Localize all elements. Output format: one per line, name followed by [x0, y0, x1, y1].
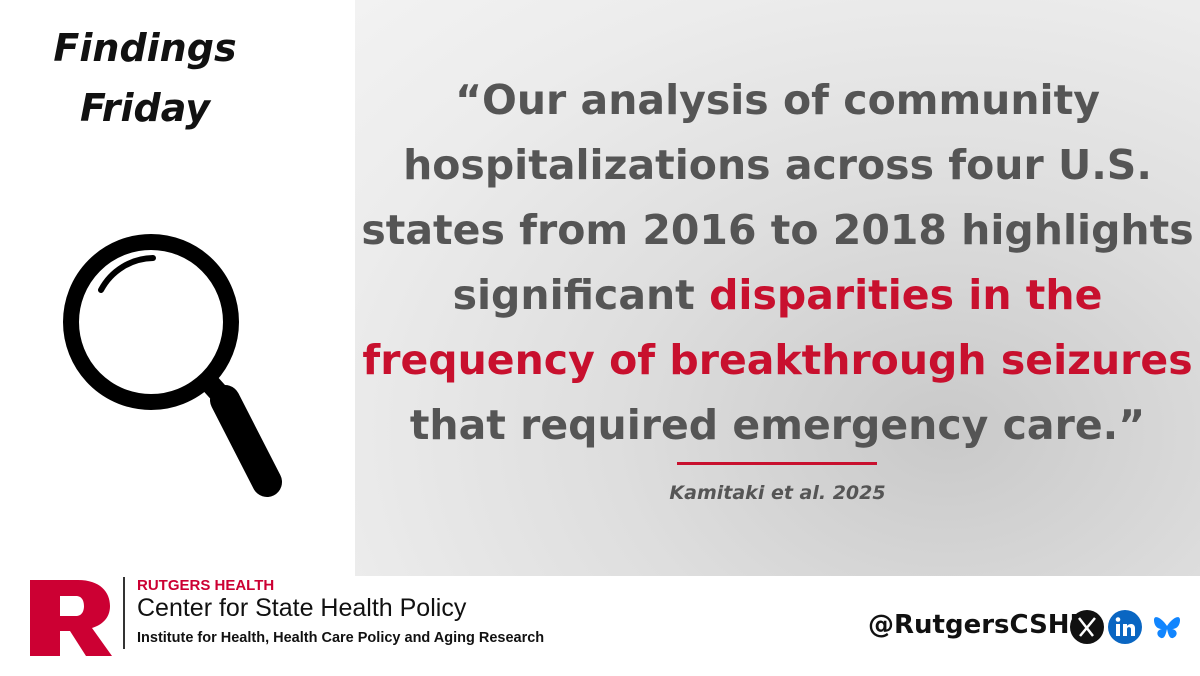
quote-segment: hospitalizations across four U.S. — [403, 141, 1152, 189]
rutgers-logo — [30, 580, 112, 656]
quote-line: significant disparities in the — [355, 263, 1200, 328]
quote: “Our analysis of community hospitalizatio… — [355, 68, 1200, 458]
social-icons — [1070, 610, 1180, 644]
magnifier-icon — [63, 234, 282, 497]
quote-segment: “Our analysis of community — [455, 76, 1100, 124]
quote-segment: states from 2016 to 2018 highlights — [361, 206, 1194, 254]
org-top: RUTGERS HEALTH — [137, 577, 275, 594]
quote-panel: “Our analysis of community hospitalizatio… — [355, 0, 1200, 576]
quote-line: states from 2016 to 2018 highlights — [355, 198, 1200, 263]
quote-line: frequency of breakthrough seizures — [355, 328, 1200, 393]
quote-line: that required emergency care.” — [355, 393, 1200, 458]
social-handle: @RutgersCSHP — [868, 610, 1089, 640]
quote-segment: disparities in the — [709, 271, 1103, 319]
quote-line: hospitalizations across four U.S. — [355, 133, 1200, 198]
quote-line: “Our analysis of community — [355, 68, 1200, 133]
title-line: Friday — [80, 86, 210, 130]
divider — [677, 462, 877, 465]
title-line: Findings — [53, 26, 237, 70]
citation: Kamitaki et al. 2025 — [669, 482, 886, 504]
quote-segment: frequency of breakthrough seizures — [362, 336, 1193, 384]
quote-segment: that required emergency care.” — [409, 401, 1146, 449]
org-name: Center for State Health Policy — [137, 594, 467, 622]
logo-divider — [123, 577, 125, 649]
quote-segment: significant — [452, 271, 710, 319]
org-sub: Institute for Health, Health Care Policy… — [137, 630, 545, 646]
